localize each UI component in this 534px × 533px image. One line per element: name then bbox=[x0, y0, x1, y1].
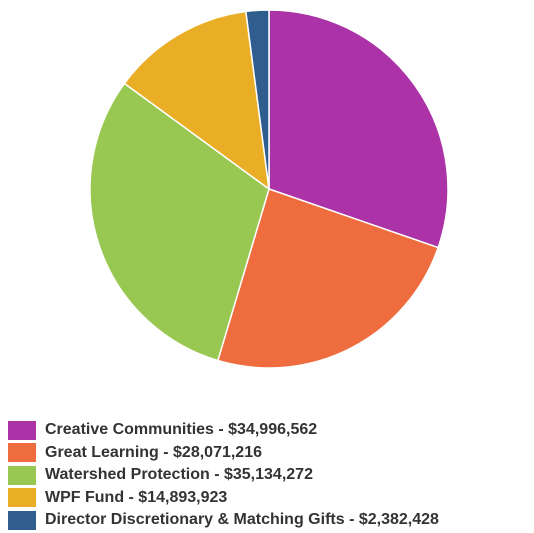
legend-item: Watershed Protection - $35,134,272 bbox=[8, 464, 439, 487]
legend-swatch bbox=[8, 488, 36, 508]
legend-swatch bbox=[8, 443, 36, 463]
pie-slice-4 bbox=[245, 9, 270, 190]
legend-label: Great Learning - $28,071,216 bbox=[45, 443, 262, 461]
legend-swatch bbox=[8, 465, 36, 485]
legend-swatch bbox=[8, 510, 36, 530]
pie-chart bbox=[89, 9, 449, 369]
pie-slice-0 bbox=[268, 9, 449, 249]
legend-item: Director Discretionary & Matching Gifts … bbox=[8, 509, 439, 532]
pie-slice-1 bbox=[217, 188, 439, 369]
pie-slice-3 bbox=[123, 10, 270, 190]
legend-item: WPF Fund - $14,893,923 bbox=[8, 487, 439, 510]
legend-label: Director Discretionary & Matching Gifts … bbox=[45, 511, 439, 529]
legend-label: Watershed Protection - $35,134,272 bbox=[45, 466, 313, 484]
legend: Creative Communities - $34,996,562 Great … bbox=[8, 419, 439, 532]
legend-item: Great Learning - $28,071,216 bbox=[8, 442, 439, 465]
legend-item: Creative Communities - $34,996,562 bbox=[8, 419, 439, 442]
legend-label: Creative Communities - $34,996,562 bbox=[45, 421, 318, 439]
pie-slice-2 bbox=[89, 82, 270, 362]
legend-swatch bbox=[8, 420, 36, 440]
legend-label: WPF Fund - $14,893,923 bbox=[45, 488, 228, 506]
